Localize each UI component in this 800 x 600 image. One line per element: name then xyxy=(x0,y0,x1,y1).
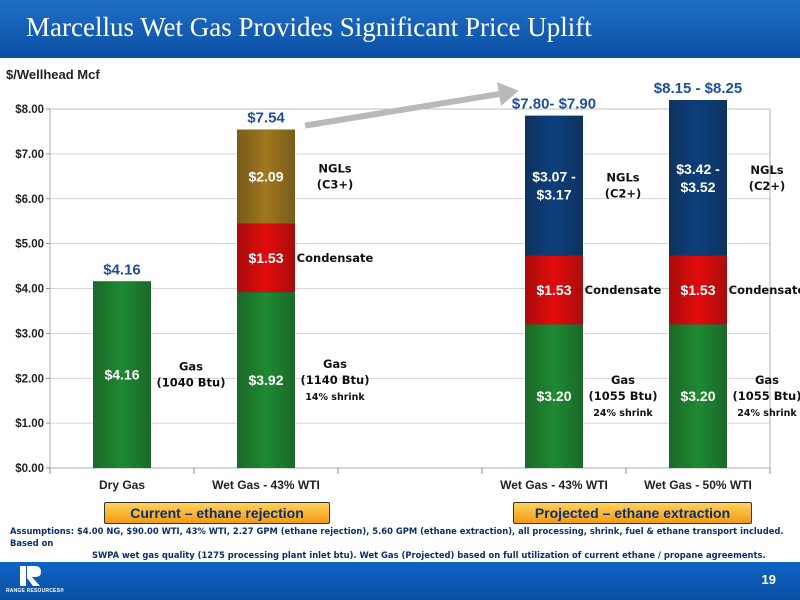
logo-wordmark: RANGE RESOURCES® xyxy=(6,588,65,594)
segment-annotation: Condensate xyxy=(297,251,374,265)
bar-gas-shade-4 xyxy=(669,324,727,468)
y-tick-label: $3.00 xyxy=(15,328,44,340)
bar-condensate-shade-4 xyxy=(669,255,727,325)
y-tick-label: $6.00 xyxy=(15,194,44,206)
slide-title: Marcellus Wet Gas Provides Significant P… xyxy=(26,12,592,42)
segment-annotation: Condensate xyxy=(729,283,800,297)
segment-annotation: Condensate xyxy=(585,283,662,297)
segment-annotation: (C2+) xyxy=(749,179,786,193)
y-tick-label: $8.00 xyxy=(15,104,44,116)
page-number: 19 xyxy=(761,572,776,587)
bar-value-label: $3.92 xyxy=(248,372,283,388)
bar-value-label: $3.07 - xyxy=(532,169,576,185)
segment-annotation: (1055 Btu) xyxy=(589,389,658,403)
y-axis-label: $/Wellhead Mcf xyxy=(6,67,100,82)
segment-annotation: Gas xyxy=(323,357,347,371)
bar-condensate-shade-1 xyxy=(237,223,295,293)
range-resources-logo-icon xyxy=(20,566,41,586)
chart-text: $0.00 $1.00 $2.00 $3.00 $4.00 $5.00 $6.00 $7.00… xyxy=(6,67,800,492)
y-tick-label: $1.00 xyxy=(15,418,44,430)
total-label: $7.54 xyxy=(247,110,285,127)
bar-value-label: $3.20 xyxy=(536,388,571,404)
title-bar: Marcellus Wet Gas Provides Significant P… xyxy=(0,0,800,58)
segment-annotation: 24% shrink xyxy=(593,408,653,419)
y-tick-label: $0.00 xyxy=(15,463,44,475)
bar-ngl-shade-1 xyxy=(237,129,295,224)
x-tick-label: Wet Gas - 43% WTI xyxy=(212,478,320,492)
segment-annotation: NGLs xyxy=(750,163,783,177)
y-tick-label: $7.00 xyxy=(15,149,44,161)
group-label-projected: Projected – ethane extraction xyxy=(513,502,752,524)
y-tick-label: $2.00 xyxy=(15,373,44,385)
segment-annotation: NGLs xyxy=(606,171,639,185)
bar-value-label: $3.42 - xyxy=(676,161,720,177)
segment-annotation: (C3+) xyxy=(317,178,354,192)
segment-annotation: Gas xyxy=(755,373,779,387)
segment-annotation: Gas xyxy=(611,373,635,387)
y-tick-label: $4.00 xyxy=(15,284,44,296)
segment-annotation: NGLs xyxy=(318,162,351,176)
segment-annotation: 24% shrink xyxy=(737,408,797,419)
x-tick-label: Wet Gas - 43% WTI xyxy=(500,478,608,492)
bars xyxy=(93,82,727,468)
bar-value-label: $1.53 xyxy=(536,282,571,298)
total-label: $4.16 xyxy=(103,261,141,278)
segment-annotation: (1040 Btu) xyxy=(157,376,226,390)
gridlines xyxy=(46,108,771,474)
total-label: $8.15 - $8.25 xyxy=(654,80,742,97)
x-tick-label: Dry Gas xyxy=(99,478,145,492)
bar-ngl-shade-3 xyxy=(525,115,583,256)
bar-ngl-shade-4 xyxy=(669,100,727,256)
uplift-arrow-head xyxy=(497,82,519,106)
bar-value-label: $3.17 xyxy=(536,187,571,203)
bar-gas-shade-0 xyxy=(93,281,151,468)
bar-value-label: $3.52 xyxy=(680,179,715,195)
segment-annotation: (1055 Btu) xyxy=(733,389,800,403)
bar-value-label: $4.16 xyxy=(104,367,139,383)
assumptions-note: Assumptions: $4.00 NG, $90.00 WTI, 43% W… xyxy=(10,525,790,561)
segment-annotation: Gas xyxy=(179,360,203,374)
bar-condensate-shade-3 xyxy=(525,255,583,325)
segment-annotation: (C2+) xyxy=(605,187,642,201)
y-tick-label: $5.00 xyxy=(15,239,44,251)
segment-annotation: (1140 Btu) xyxy=(301,373,370,387)
bar-gas-shade-1 xyxy=(237,292,295,468)
group-label-current: Current – ethane rejection xyxy=(104,502,330,524)
uplift-arrow-shaft xyxy=(304,91,500,129)
bar-value-label: $1.53 xyxy=(680,282,715,298)
bar-value-label: $3.20 xyxy=(680,388,715,404)
segment-annotation: 14% shrink xyxy=(305,392,365,403)
bar-value-label: $2.09 xyxy=(248,169,283,185)
assumptions-line-2: SWPA wet gas quality (1275 processing pl… xyxy=(92,550,766,560)
bar-gas-shade-3 xyxy=(525,324,583,468)
bar-value-label: $1.53 xyxy=(248,250,283,266)
stacked-bar-chart: $0.00 $1.00 $2.00 $3.00 $4.00 $5.00 $6.00 $7.00… xyxy=(6,67,800,492)
footer-bar: RANGE RESOURCES® 19 xyxy=(0,562,800,600)
x-tick-label: Wet Gas - 50% WTI xyxy=(644,478,752,492)
total-label: $7.80- $7.90 xyxy=(512,96,596,113)
assumptions-line-1: Assumptions: $4.00 NG, $90.00 WTI, 43% W… xyxy=(10,526,784,548)
